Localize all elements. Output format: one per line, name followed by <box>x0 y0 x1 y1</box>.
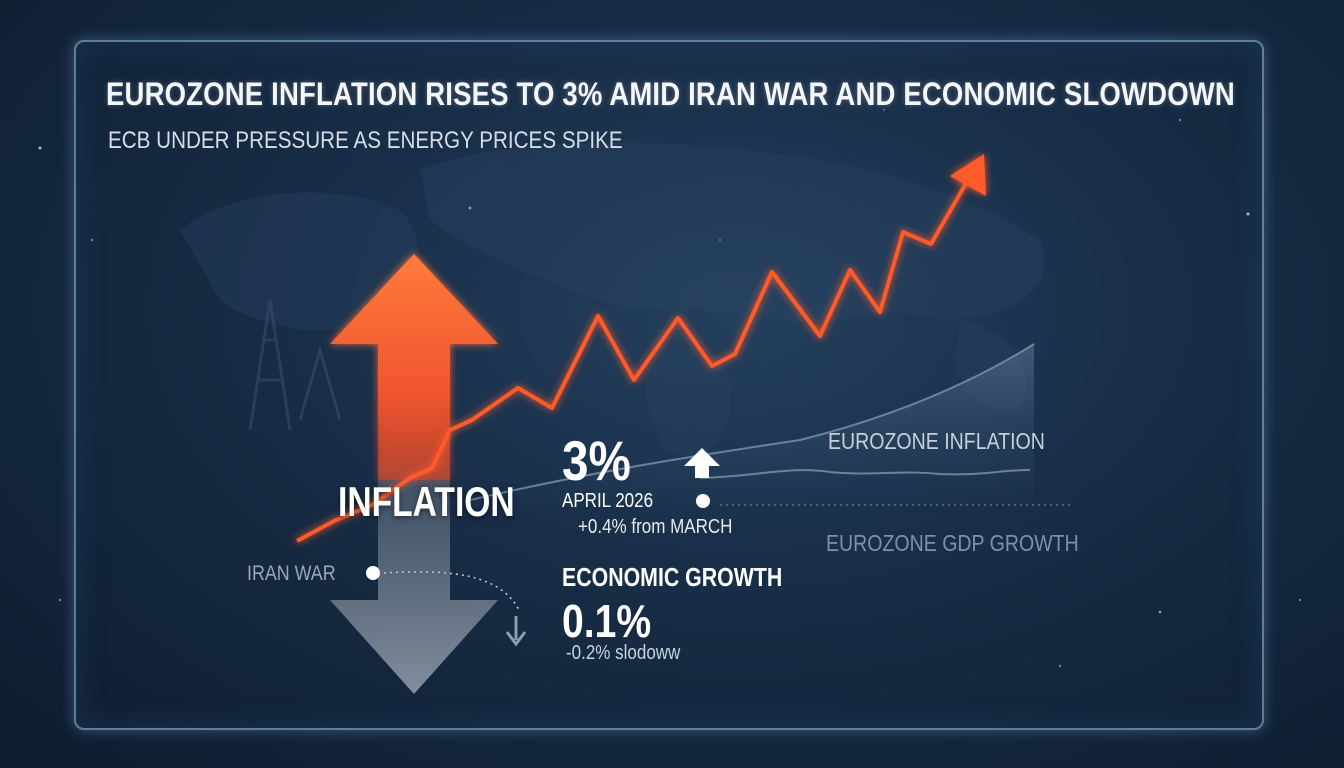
headline: EUROZONE INFLATION RISES TO 3% AMID IRAN… <box>106 76 1235 112</box>
eurozone-gdp-label: EUROZONE GDP GROWTH <box>826 530 1079 556</box>
eurozone-inflation-label: EUROZONE INFLATION <box>828 428 1045 454</box>
period-label: APRIL 2026 <box>562 490 654 512</box>
growth-change: -0.2% slodoww <box>566 642 681 664</box>
iran-war-dotted-path <box>383 571 521 613</box>
gdp-area-shape <box>470 344 1034 505</box>
inflation-change: +0.4% from MARCH <box>578 516 733 538</box>
up-arrow-icon <box>330 254 498 480</box>
subheadline: ECB UNDER PRESSURE AS ENERGY PRICES SPIK… <box>108 127 623 154</box>
panel-frame <box>74 40 1264 730</box>
inflation-value: 3% <box>562 429 631 492</box>
inflation-arrowhead-icon <box>950 154 986 196</box>
april-marker-dot <box>696 494 710 508</box>
inflation-trend-line <box>296 178 970 543</box>
iran-war-label: IRAN WAR <box>247 562 336 585</box>
iran-war-marker-dot <box>366 566 380 580</box>
background-stars <box>38 109 1302 668</box>
growth-heading: ECONOMIC GROWTH <box>562 562 783 592</box>
gdp-trend-line <box>699 469 1031 479</box>
small-up-arrow-icon <box>684 448 720 478</box>
gdp-area-line <box>469 343 1035 501</box>
oil-derrick-silhouettes <box>248 299 342 431</box>
inflation-label: INFLATION <box>338 478 515 525</box>
small-down-arrow-icon <box>505 616 527 647</box>
down-arrow-icon <box>330 460 498 694</box>
growth-value: 0.1% <box>562 595 652 647</box>
